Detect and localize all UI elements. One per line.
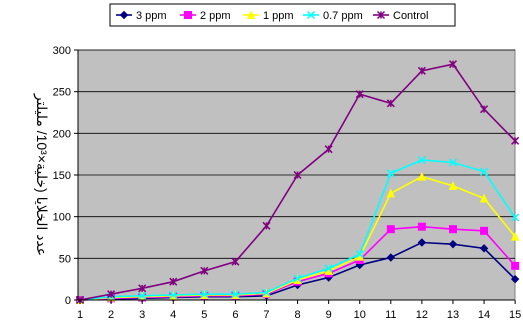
legend-label: 3 ppm	[136, 10, 167, 22]
legend-label: Control	[393, 10, 428, 22]
data-point	[449, 226, 456, 233]
data-point	[512, 262, 519, 269]
y-tick-label: 250	[53, 87, 71, 99]
x-tick-label: 6	[232, 309, 238, 321]
legend-label: 0.7 ppm	[323, 10, 363, 22]
x-ticks: 1 2 3 4 5 6 7 8 9 10 11 12 13 14 15	[77, 300, 521, 321]
y-tick-label: 200	[53, 128, 71, 140]
y-axis-title: عدد الخلايا (خلية×10³/ مليلتر	[33, 93, 50, 256]
x-tick-label: 15	[509, 309, 521, 321]
legend-label: 1 ppm	[263, 10, 294, 22]
x-tick-label: 14	[478, 309, 490, 321]
data-point	[387, 226, 394, 233]
x-tick-label: 7	[263, 309, 269, 321]
legend: 3 ppm 2 ppm 1 ppm 0.7 ppm Control	[110, 4, 455, 26]
legend-swatch-marker	[185, 12, 192, 19]
data-point	[418, 223, 425, 230]
x-tick-label: 8	[295, 309, 301, 321]
y-tick-label: 100	[53, 212, 71, 224]
x-tick-label: 2	[108, 309, 114, 321]
x-tick-label: 4	[170, 309, 176, 321]
x-tick-label: 3	[139, 309, 145, 321]
x-tick-label: 5	[201, 309, 207, 321]
y-tick-label: 150	[53, 170, 71, 182]
y-tick-label: 300	[53, 45, 71, 57]
y-ticks: 0 50 100 150 200 250 300	[53, 45, 78, 307]
x-tick-label: 10	[354, 309, 366, 321]
x-tick-label: 1	[77, 309, 83, 321]
legend-label: 2 ppm	[200, 10, 231, 22]
plot-area	[77, 50, 519, 304]
data-point	[481, 227, 488, 234]
y-tick-label: 50	[59, 253, 71, 265]
x-tick-label: 13	[447, 309, 459, 321]
x-tick-label: 12	[416, 309, 428, 321]
x-tick-label: 9	[326, 309, 332, 321]
y-tick-label: 0	[65, 295, 71, 307]
x-tick-label: 11	[385, 309, 396, 321]
